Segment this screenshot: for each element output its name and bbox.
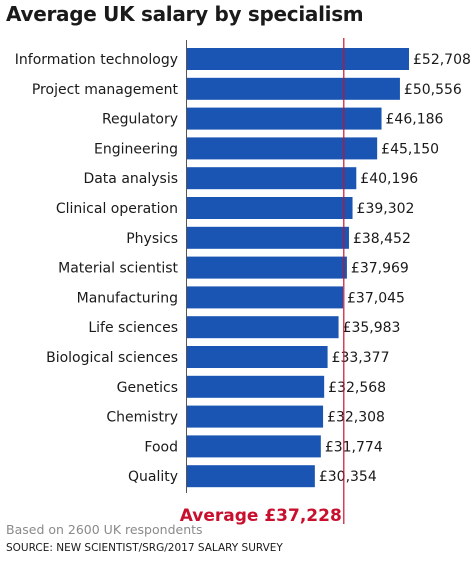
- bar: [187, 167, 357, 190]
- source-credit: SOURCE: NEW SCIENTIST/SRG/2017 SALARY SU…: [6, 542, 283, 554]
- value-label: £46,186: [386, 112, 444, 128]
- value-label: £37,045: [347, 290, 405, 306]
- category-label: Project management: [32, 82, 179, 98]
- bar: [187, 405, 324, 428]
- category-label: Quality: [128, 469, 178, 485]
- category-label: Clinical operation: [56, 201, 178, 217]
- bar: [187, 316, 339, 339]
- category-label: Food: [144, 439, 178, 455]
- value-label: £33,377: [332, 350, 390, 366]
- value-label: £50,556: [404, 82, 462, 98]
- category-label: Data analysis: [83, 171, 178, 187]
- category-label: Biological sciences: [46, 350, 178, 366]
- bar: [187, 435, 321, 458]
- category-label: Engineering: [94, 141, 178, 157]
- value-label: £31,774: [325, 439, 383, 455]
- value-label: £52,708: [413, 52, 471, 68]
- category-label: Regulatory: [102, 112, 178, 128]
- category-label: Physics: [126, 231, 178, 247]
- bar: [187, 286, 344, 309]
- value-label: £40,196: [360, 171, 418, 187]
- bar: [187, 226, 349, 249]
- bar: [187, 465, 315, 488]
- bar: [187, 137, 378, 160]
- value-label: £32,308: [327, 410, 385, 426]
- category-label: Information technology: [15, 52, 178, 68]
- bar: [187, 107, 382, 130]
- bar: [187, 77, 400, 100]
- bar: [187, 256, 347, 279]
- bar: [187, 48, 409, 70]
- average-label: Average £37,228: [180, 506, 342, 526]
- category-label: Chemistry: [106, 410, 178, 426]
- category-label: Genetics: [117, 380, 178, 396]
- value-label: £45,150: [381, 141, 439, 157]
- category-label: Life sciences: [88, 320, 178, 336]
- category-label: Material scientist: [58, 261, 178, 277]
- value-label: £35,983: [343, 320, 401, 336]
- respondents-note: Based on 2600 UK respondents: [6, 522, 203, 537]
- bar: [187, 346, 328, 368]
- value-label: £38,452: [353, 231, 411, 247]
- bar: [187, 197, 353, 219]
- value-label: £32,568: [328, 380, 386, 396]
- category-label: Manufacturing: [77, 290, 178, 306]
- chart-title: Average UK salary by specialism: [6, 2, 364, 26]
- value-label: £37,969: [351, 261, 409, 277]
- value-label: £30,354: [319, 469, 377, 485]
- value-label: £39,302: [357, 201, 415, 217]
- bar: [187, 375, 325, 398]
